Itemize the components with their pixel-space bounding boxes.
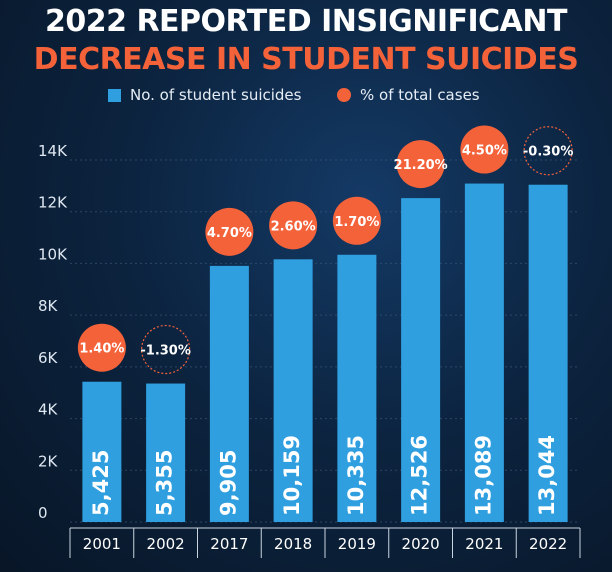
percent-label: -1.30% (140, 344, 191, 359)
legend-bar-label: No. of student suicides (130, 86, 302, 104)
bar-value-label: 9,905 (216, 450, 240, 516)
bar (273, 259, 313, 522)
bar-value-label: 13,044 (535, 435, 559, 516)
x-tick-label: 2002 (147, 535, 185, 553)
percent-bubble (269, 201, 318, 250)
legend: No. of student suicides % of total cases (0, 86, 612, 106)
y-tick-label: 0 (38, 504, 48, 522)
percent-label: 1.70% (334, 215, 379, 230)
y-tick-label: 4K (38, 401, 59, 419)
x-tick-label: 2017 (210, 535, 248, 553)
bar-value-label: 5,425 (89, 450, 113, 516)
bar (464, 183, 504, 523)
percent-label: 2.60% (271, 219, 316, 234)
y-tick-label: 6K (38, 349, 59, 367)
percent-label: 1.40% (79, 342, 124, 357)
percent-bubble (141, 324, 191, 375)
percent-label: -0.30% (523, 145, 574, 160)
bar (146, 383, 186, 522)
x-tick-label: 2020 (402, 535, 440, 553)
chart-title-line2: DECREASE IN STUDENT SUICIDES (33, 42, 579, 77)
percent-bubble (396, 140, 445, 189)
bar (82, 381, 122, 522)
percent-bubble (523, 126, 573, 176)
x-tick-label: 2001 (83, 535, 121, 553)
y-tick-label: 14K (38, 142, 68, 160)
x-tick-label: 2022 (529, 535, 567, 553)
bar-value-label: 10,335 (344, 435, 368, 516)
legend-circle-label: % of total cases (360, 86, 480, 104)
y-tick-label: 12K (38, 194, 68, 212)
bar-value-label: 5,355 (153, 450, 177, 516)
bar-value-label: 13,089 (471, 435, 495, 516)
bar (337, 254, 377, 523)
y-tick-label: 2K (38, 452, 59, 470)
percent-label: 21.20% (394, 158, 448, 173)
percent-label: 4.70% (207, 226, 252, 241)
legend-item-bars: No. of student suicides (108, 86, 301, 104)
percent-label: 4.50% (462, 144, 507, 159)
percent-bubble (205, 207, 254, 256)
bar (401, 198, 441, 522)
percent-bubble (77, 323, 126, 372)
x-tick-label: 2018 (274, 535, 312, 553)
legend-circle-swatch (337, 88, 351, 102)
bar (528, 184, 568, 522)
percent-bubble (460, 125, 509, 174)
y-tick-label: 8K (38, 297, 59, 315)
bar-value-label: 10,159 (280, 435, 304, 516)
bar-value-label: 12,526 (408, 435, 432, 516)
x-tick-label: 2019 (338, 535, 376, 553)
legend-bar-swatch (108, 88, 121, 102)
percent-bubble (332, 196, 381, 245)
x-tick-label: 2021 (465, 535, 503, 553)
y-tick-label: 10K (38, 245, 68, 263)
chart-title-line1: 2022 REPORTED INSIGNIFICANT (45, 4, 567, 39)
bar (209, 265, 249, 522)
legend-item-percent: % of total cases (337, 86, 480, 104)
